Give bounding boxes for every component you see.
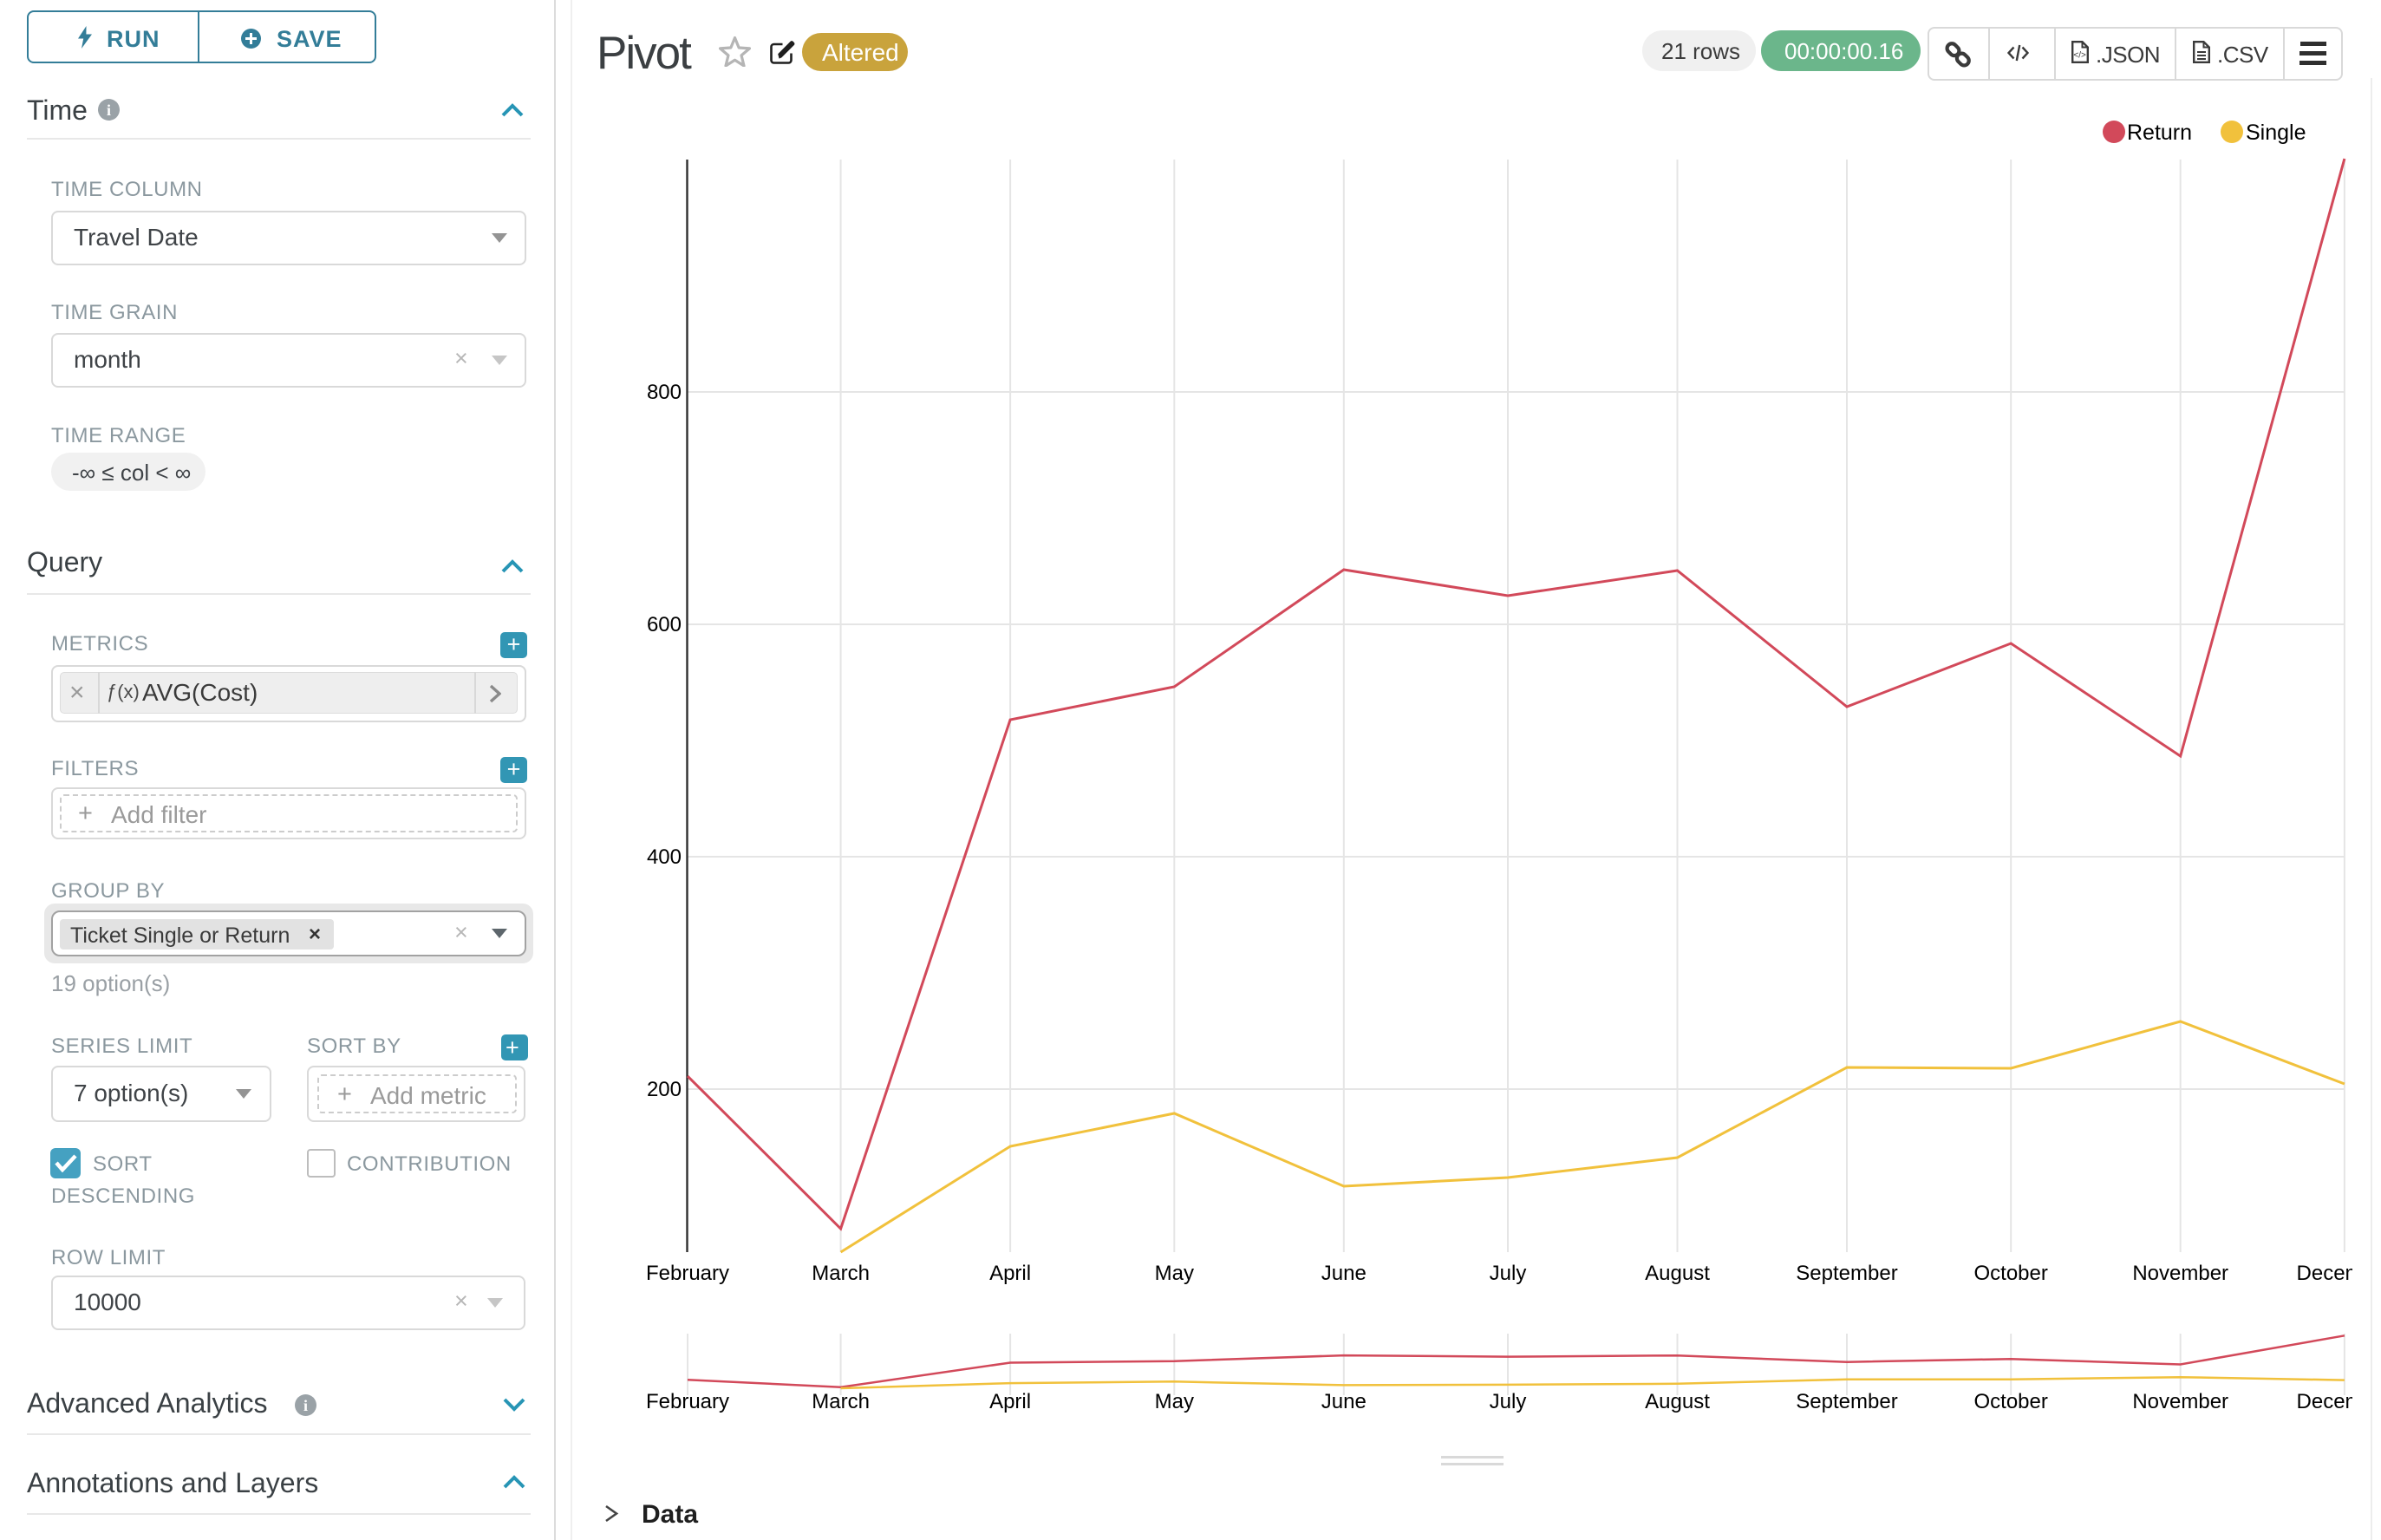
svg-text:October: October — [1974, 1390, 2048, 1413]
svg-text:Data: Data — [642, 1500, 698, 1529]
svg-text:September: September — [1796, 1262, 1897, 1285]
svg-text:September: September — [1796, 1390, 1897, 1413]
svg-text:200: 200 — [647, 1078, 682, 1101]
svg-text:November: November — [2132, 1262, 2228, 1285]
svg-text:i: i — [107, 101, 111, 119]
svg-text:Single: Single — [2246, 121, 2306, 145]
svg-text:July: July — [1490, 1390, 1527, 1413]
svg-text:July: July — [1490, 1262, 1527, 1285]
svg-text:600: 600 — [647, 613, 682, 636]
svg-text:February: February — [646, 1390, 729, 1413]
svg-text:November: November — [2132, 1390, 2228, 1413]
svg-text:August: August — [1645, 1390, 1710, 1413]
svg-text:March: March — [812, 1262, 870, 1285]
svg-text:June: June — [1321, 1390, 1367, 1413]
svg-text:April: April — [989, 1390, 1031, 1413]
svg-text:Return: Return — [2127, 121, 2192, 145]
svg-text:</>: </> — [2073, 51, 2086, 61]
svg-text:December: December — [2297, 1262, 2381, 1285]
svg-text:August: August — [1645, 1262, 1710, 1285]
svg-text:May: May — [1155, 1390, 1194, 1413]
svg-text:i: i — [303, 1397, 308, 1414]
svg-text:April: April — [989, 1262, 1031, 1285]
svg-text:May: May — [1155, 1262, 1194, 1285]
svg-text:400: 400 — [647, 845, 682, 869]
svg-text:October: October — [1974, 1262, 2048, 1285]
svg-text:March: March — [812, 1390, 870, 1413]
svg-text:February: February — [646, 1262, 729, 1285]
svg-text:June: June — [1321, 1262, 1367, 1285]
svg-text:December: December — [2297, 1390, 2381, 1413]
svg-text:800: 800 — [647, 381, 682, 404]
